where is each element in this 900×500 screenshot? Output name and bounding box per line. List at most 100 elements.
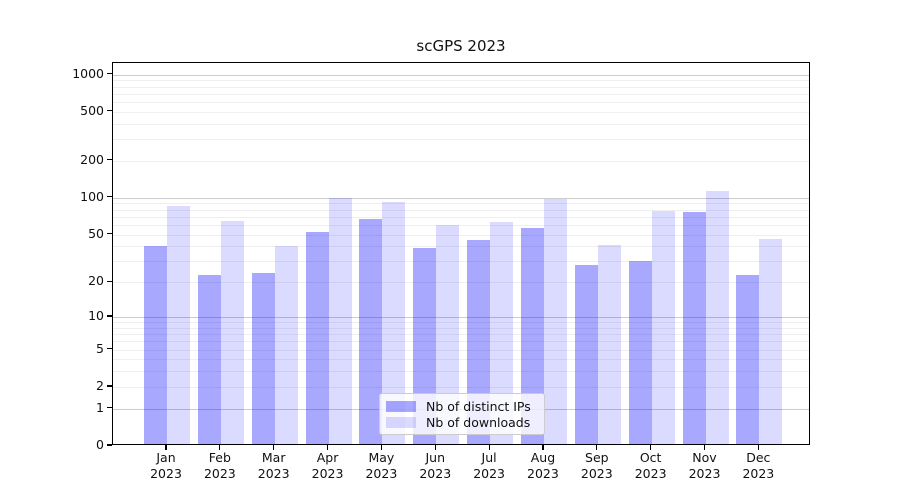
x-tick-mark — [165, 445, 167, 450]
legend-label-distinct-ips: Nb of distinct IPs — [426, 398, 531, 414]
gridline-minor — [113, 341, 809, 343]
y-tick-mark — [107, 385, 112, 387]
gridline-minor — [113, 282, 809, 284]
gridline-minor — [113, 371, 809, 373]
gridline-minor — [113, 327, 809, 329]
y-tick-mark — [107, 444, 112, 446]
gridline-minor — [113, 111, 809, 113]
x-tick-label-apr: Apr 2023 — [311, 450, 344, 481]
x-tick-mark — [273, 445, 275, 450]
y-tick-mark — [107, 407, 112, 409]
chart-title: scGPS 2023 — [416, 37, 506, 55]
x-tick-mark — [650, 445, 652, 450]
bar-downloads-aug — [543, 198, 567, 444]
y-tick-label: 100 — [80, 188, 104, 204]
x-tick-mark — [488, 445, 490, 450]
x-tick-label-sep: Sep 2023 — [580, 450, 613, 481]
y-tick-label: 0 — [96, 437, 104, 452]
x-tick-label-jul: Jul 2023 — [473, 450, 505, 481]
y-tick-mark — [107, 196, 112, 198]
gridline-minor — [113, 359, 809, 361]
bar-distinct-ips-aug — [520, 227, 544, 444]
bar-distinct-ips-nov — [682, 212, 706, 444]
y-tick-label: 200 — [80, 151, 104, 167]
bar-downloads-jan — [167, 205, 190, 444]
x-tick-label-dec: Dec 2023 — [742, 450, 775, 481]
bar-distinct-ips-jan — [144, 246, 167, 444]
x-tick-mark — [326, 445, 329, 450]
bar-downloads-dec — [759, 238, 783, 444]
y-tick-mark — [107, 315, 112, 317]
x-tick-label-jun: Jun 2023 — [419, 450, 452, 481]
legend-label-downloads: Nb of downloads — [426, 414, 531, 430]
gridline-minor — [113, 139, 809, 141]
y-tick-mark — [107, 233, 112, 235]
x-tick-label-oct: Oct 2023 — [634, 450, 667, 481]
bar-distinct-ips-may — [359, 219, 383, 444]
y-tick-label: 50 — [88, 225, 104, 241]
bar-downloads-oct — [651, 211, 675, 444]
y-tick-mark — [107, 159, 112, 161]
legend: Nb of distinct IPs Nb of downloads — [379, 393, 545, 435]
gridline-minor — [113, 224, 809, 226]
y-tick-mark — [107, 72, 112, 75]
y-tick-label: 10 — [88, 308, 104, 324]
x-tick-mark — [434, 445, 436, 450]
bar-distinct-ips-apr — [305, 231, 329, 444]
legend-swatch-downloads — [386, 416, 416, 428]
gridline-minor — [113, 101, 809, 103]
bar-downloads-mar — [274, 246, 298, 444]
bar-distinct-ips-dec — [736, 275, 760, 444]
gridline-minor — [113, 216, 809, 218]
gridline-minor — [113, 322, 809, 324]
bar-downloads-feb — [220, 220, 244, 444]
legend-item-distinct-ips: Nb of distinct IPs — [386, 398, 538, 414]
gridline-minor — [113, 160, 809, 162]
gridline-minor — [113, 93, 809, 95]
gridline-minor — [113, 349, 809, 351]
y-tick-label: 20 — [88, 273, 104, 289]
plot-area — [112, 62, 810, 445]
y-tick-label: 1000 — [72, 65, 104, 81]
x-tick-label-may: May 2023 — [365, 450, 398, 481]
x-tick-mark — [757, 445, 759, 450]
bar-downloads-nov — [705, 191, 729, 444]
bar-distinct-ips-mar — [251, 272, 275, 444]
x-tick-label-nov: Nov 2023 — [688, 450, 721, 481]
x-tick-label-jan: Jan 2023 — [150, 450, 182, 481]
y-tick-mark — [107, 110, 112, 112]
gridline-major — [113, 317, 809, 319]
bar-downloads-jul — [490, 221, 514, 444]
bar-downloads-apr — [328, 197, 352, 444]
bar-distinct-ips-sep — [574, 264, 598, 444]
x-tick-label-feb: Feb 2023 — [203, 450, 236, 481]
x-tick-mark — [219, 445, 221, 450]
legend-item-downloads: Nb of downloads — [386, 414, 538, 430]
x-tick-label-mar: Mar 2023 — [257, 450, 290, 481]
gridline-major — [113, 197, 809, 199]
x-tick-mark — [596, 445, 598, 450]
gridline-minor — [113, 386, 809, 388]
y-tick-mark — [107, 348, 112, 350]
y-tick-label: 5 — [96, 340, 104, 356]
bar-downloads-jun — [436, 224, 460, 444]
bar-downloads-sep — [597, 245, 621, 444]
y-tick-mark — [107, 280, 112, 282]
x-tick-mark — [703, 445, 706, 450]
gridline-minor — [113, 86, 809, 88]
gridline-minor — [113, 209, 809, 211]
gridline-minor — [113, 80, 809, 82]
gridline-minor — [113, 261, 809, 263]
gridline-minor — [113, 246, 809, 248]
bar-distinct-ips-oct — [628, 261, 652, 444]
x-tick-label-aug: Aug 2023 — [527, 450, 559, 481]
legend-swatch-distinct-ips — [386, 400, 416, 412]
gridline-minor — [113, 123, 809, 125]
bar-downloads-may — [382, 202, 406, 444]
gridline-minor — [113, 234, 809, 236]
y-tick-label: 500 — [80, 102, 104, 118]
gridline-minor — [113, 203, 809, 205]
x-tick-mark — [380, 445, 382, 450]
y-tick-label: 1 — [96, 399, 104, 415]
